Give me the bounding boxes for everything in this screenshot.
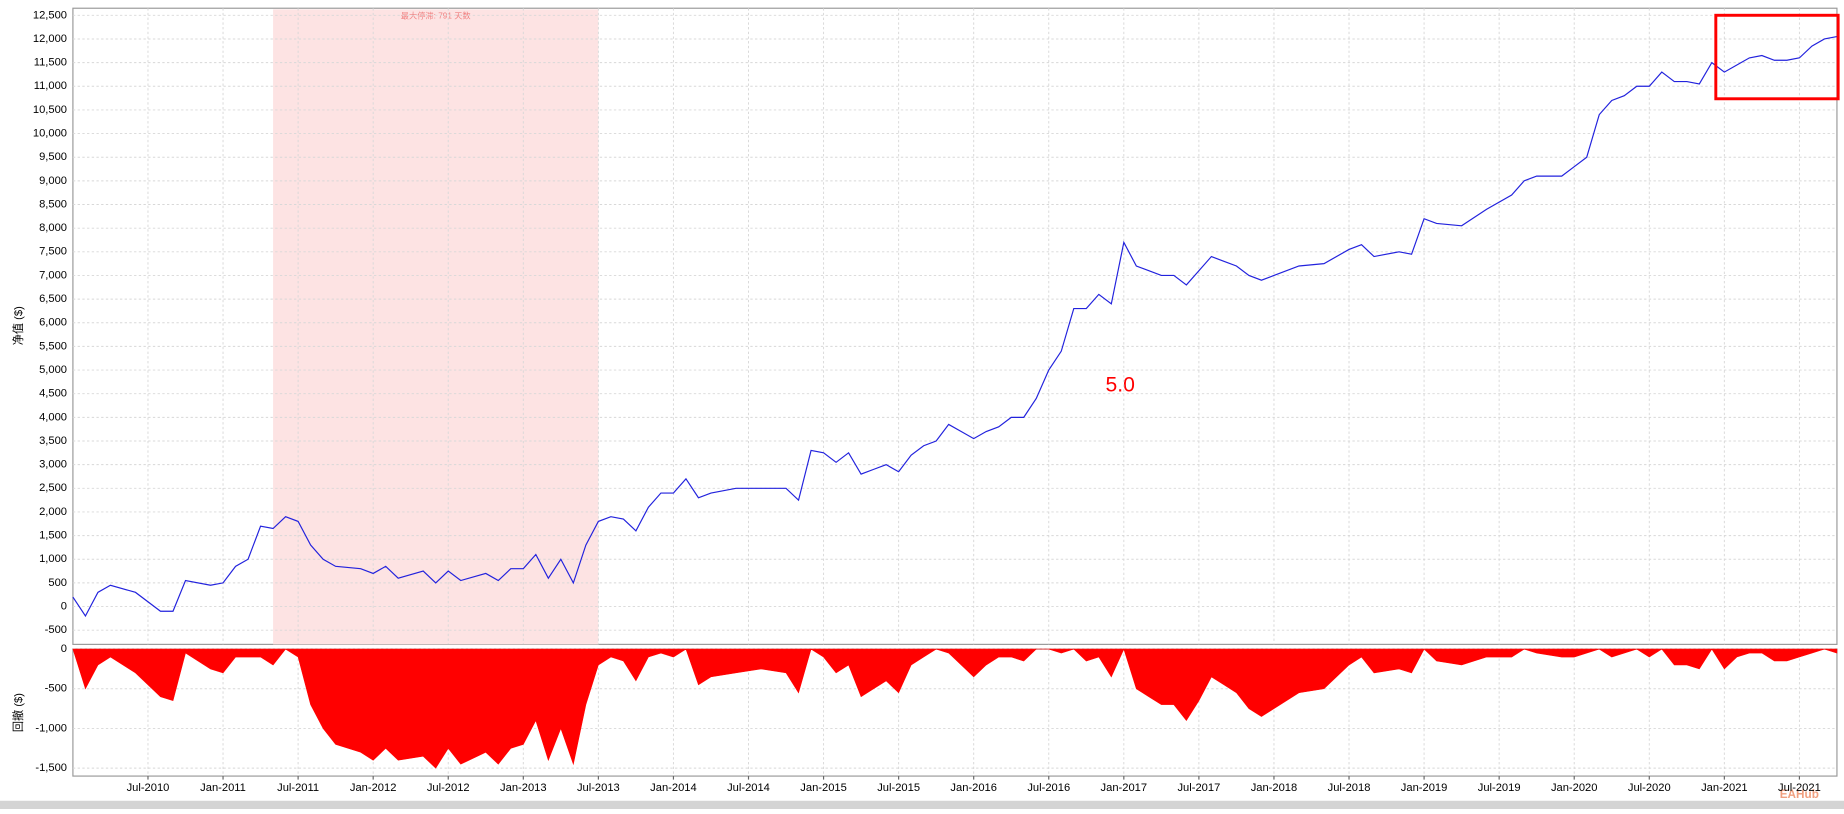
watermark: EAHub: [1780, 788, 1819, 801]
y-tick-label: 7,500: [39, 246, 67, 258]
annotation: 5.0: [1105, 373, 1134, 396]
y-tick-label: 10,500: [33, 104, 67, 116]
highlight-span: [273, 9, 599, 645]
y-tick-label: 5,500: [39, 340, 67, 352]
y-tick-label: 0: [61, 600, 67, 612]
y-tick-label: 7,000: [39, 269, 67, 281]
y-tick-label: 4,500: [39, 388, 67, 400]
y-tick-label: -500: [45, 624, 67, 636]
y-tick-label: 10,000: [33, 128, 67, 140]
x-tick-label: Jan-2018: [1251, 782, 1298, 794]
x-tick-label: Jan-2021: [1701, 782, 1748, 794]
x-tick-label: Jan-2012: [350, 782, 397, 794]
x-tick-label: Jul-2016: [1027, 782, 1070, 794]
y-axis-label: 回撤 ($): [11, 693, 25, 732]
y-tick-label: 11,000: [34, 80, 67, 92]
y-tick-label: -1,000: [35, 722, 67, 734]
y-tick-label: 9,000: [39, 175, 67, 187]
y-tick-label: 3,500: [39, 435, 67, 447]
highlight-box: [1714, 13, 1840, 101]
x-tick-label: Jul-2020: [1628, 782, 1671, 794]
y-tick-label: -1,500: [35, 762, 67, 774]
x-tick-label: Jul-2014: [727, 782, 770, 794]
y-tick-label: 3,000: [39, 459, 67, 471]
y-tick-label: 6,500: [39, 293, 67, 305]
plot-frame: [72, 7, 1838, 645]
y-tick-label: 2,500: [39, 482, 67, 494]
x-tick-label: Jan-2014: [650, 782, 697, 794]
y-tick-label: -500: [45, 683, 67, 695]
x-tick-label: Jul-2010: [127, 782, 170, 794]
y-tick-label: 4,000: [39, 411, 67, 423]
x-tick-label: Jul-2019: [1478, 782, 1521, 794]
y-tick-label: 500: [48, 577, 67, 589]
y-tick-label: 11,500: [34, 57, 67, 69]
drawdown-area: [72, 648, 1838, 769]
x-tick-label: Jul-2013: [577, 782, 620, 794]
y-tick-label: 6,000: [39, 317, 67, 329]
y-axis-label: 净值 ($): [11, 306, 25, 345]
y-tick-label: 1,000: [39, 553, 67, 565]
x-tick-label: Jul-2011: [277, 782, 319, 794]
y-tick-label: 2,000: [39, 506, 67, 518]
x-tick-label: Jan-2016: [950, 782, 997, 794]
x-tick-label: Jan-2011: [200, 782, 246, 794]
y-tick-label: 8,500: [39, 198, 67, 210]
y-tick-label: 12,000: [33, 33, 67, 45]
y-tick-label: 5,000: [39, 364, 67, 376]
x-tick-label: Jan-2020: [1551, 782, 1598, 794]
x-tick-label: Jan-2015: [800, 782, 847, 794]
equity-line: [72, 36, 1838, 618]
scroll-bar: [0, 800, 1844, 809]
y-tick-label: 9,500: [39, 151, 67, 163]
x-tick-label: Jul-2015: [877, 782, 920, 794]
y-tick-label: 0: [61, 643, 67, 655]
y-tick-label: 12,500: [33, 9, 67, 21]
x-tick-label: Jul-2018: [1328, 782, 1371, 794]
y-tick-label: 1,500: [39, 530, 67, 542]
x-tick-label: Jul-2021: [1778, 782, 1821, 794]
y-tick-label: 8,000: [39, 222, 67, 234]
x-tick-label: Jan-2017: [1101, 782, 1148, 794]
x-tick-label: Jul-2012: [427, 782, 470, 794]
x-tick-label: Jan-2019: [1401, 782, 1448, 794]
x-tick-label: Jul-2017: [1177, 782, 1220, 794]
x-tick-label: Jan-2013: [500, 782, 547, 794]
